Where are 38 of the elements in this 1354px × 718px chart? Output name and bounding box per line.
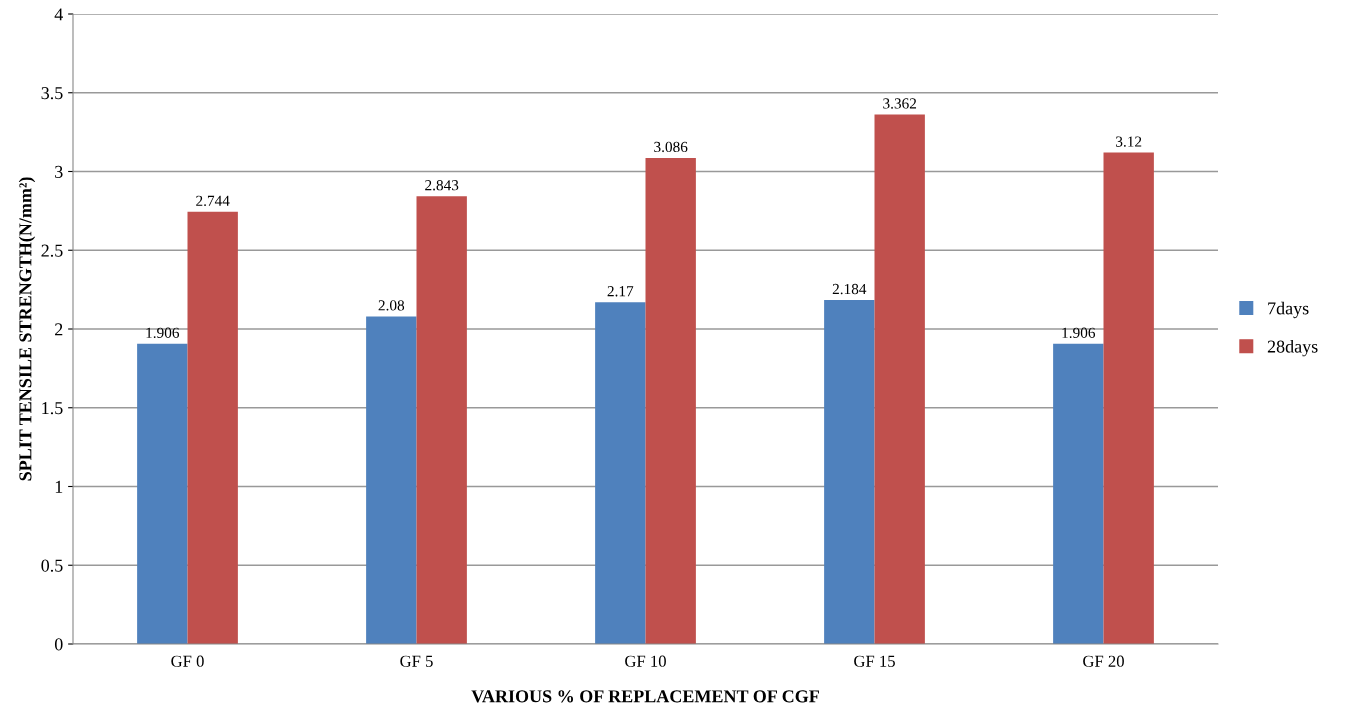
y-tick-label: 2.5 [41, 244, 63, 257]
y-tick-label: 0 [54, 638, 63, 651]
data-label: 3.086 [654, 141, 688, 153]
bar [1053, 343, 1104, 644]
bar [137, 343, 188, 644]
y-tick-label: 1 [55, 480, 63, 493]
x-axis-title: VARIOUS % OF REPLACEMENT OF CGF [471, 690, 819, 703]
data-label: 2.184 [832, 283, 867, 295]
y-axis-title: SPLIT TENSILE STRENGTH(N/mm²) [18, 177, 36, 481]
legend-label: 28days [1267, 339, 1318, 357]
legend-label: 7days [1268, 301, 1309, 319]
x-tick-label: GF 5 [400, 655, 433, 667]
bar [187, 211, 238, 644]
bar [1103, 152, 1154, 644]
data-label: 3.362 [883, 98, 917, 109]
bar [874, 114, 925, 644]
y-tick-label: 1.5 [42, 402, 63, 415]
data-label: 2.08 [378, 300, 405, 311]
data-label: 2.843 [425, 180, 459, 191]
y-tick-label: 4 [54, 8, 63, 21]
bar [595, 302, 646, 644]
y-tick-label: 3 [55, 165, 63, 178]
bar [416, 196, 467, 644]
x-tick-label: GF 20 [1083, 655, 1124, 667]
data-label: 2.17 [607, 286, 634, 297]
data-label: 3.12 [1116, 136, 1142, 147]
bar [366, 316, 417, 644]
data-label: 1.906 [146, 327, 180, 338]
y-tick-label: 0.5 [41, 559, 63, 572]
y-tick-label: 2 [55, 323, 63, 336]
x-tick-label: GF 15 [854, 655, 895, 667]
bar [824, 300, 875, 644]
x-tick-label: GF 10 [625, 655, 666, 667]
x-tick-label: GF 0 [171, 655, 204, 667]
data-label: 2.744 [196, 195, 230, 207]
bar [645, 157, 696, 644]
data-label: 1.906 [1062, 327, 1096, 338]
y-tick-label: 3.5 [41, 87, 63, 100]
